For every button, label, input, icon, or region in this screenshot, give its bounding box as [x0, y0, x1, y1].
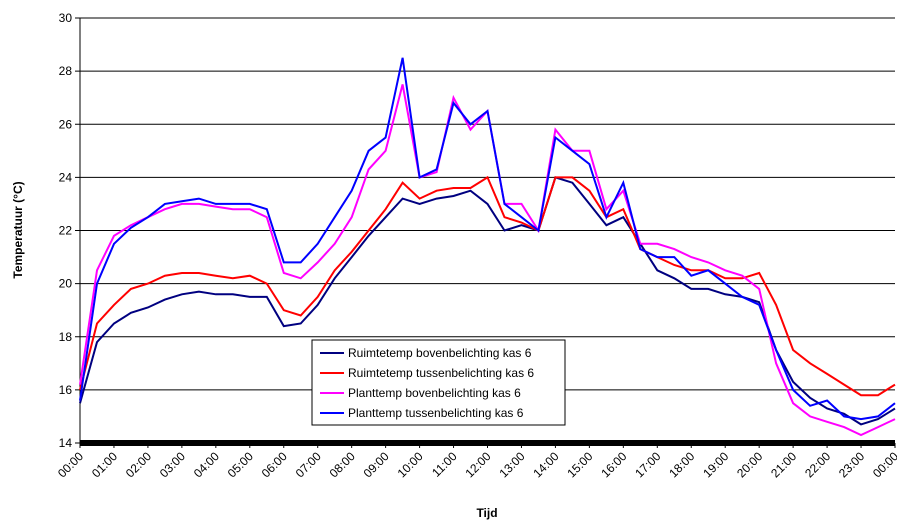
x-tick-label: 13:00 [496, 449, 527, 480]
legend-label: Planttemp bovenbelichting kas 6 [348, 386, 521, 400]
y-tick-label: 28 [59, 64, 73, 78]
x-tick-label: 21:00 [768, 449, 799, 480]
x-tick-label: 23:00 [836, 449, 867, 480]
legend-label: Ruimtetemp tussenbelichting kas 6 [348, 366, 534, 380]
x-tick-label: 00:00 [55, 449, 86, 480]
y-tick-label: 16 [59, 383, 73, 397]
x-tick-label: 19:00 [700, 449, 731, 480]
x-tick-label: 20:00 [734, 449, 765, 480]
x-tick-label: 07:00 [293, 449, 324, 480]
x-tick-label: 02:00 [123, 449, 154, 480]
y-tick-label: 30 [59, 11, 73, 25]
x-tick-label: 17:00 [632, 449, 663, 480]
legend-box [311, 339, 566, 426]
x-tick-label: 05:00 [225, 449, 256, 480]
x-tick-label: 10:00 [395, 449, 426, 480]
y-tick-label: 22 [59, 224, 73, 238]
series-line [79, 57, 896, 421]
x-tick-label: 16:00 [598, 449, 629, 480]
series-line [79, 176, 896, 426]
series-line [79, 175, 896, 397]
x-tick-label: 09:00 [361, 449, 392, 480]
legend-label: Ruimtetemp bovenbelichting kas 6 [348, 346, 532, 360]
x-tick-label: 04:00 [191, 449, 222, 480]
y-tick-label: 14 [59, 436, 73, 450]
x-tick-label: 08:00 [327, 449, 358, 480]
x-tick-label: 01:00 [89, 449, 120, 480]
x-tick-label: 06:00 [259, 449, 290, 480]
x-tick-label: 14:00 [530, 449, 561, 480]
legend-label: Planttemp tussenbelichting kas 6 [348, 406, 524, 420]
x-axis-label: Tijd [476, 506, 497, 520]
x-tick-label: 00:00 [870, 449, 897, 480]
y-axis-label: Temperatuur (°C) [11, 181, 25, 278]
x-tick-label: 11:00 [429, 449, 460, 480]
x-tick-label: 12:00 [462, 449, 493, 480]
x-tick-label: 03:00 [157, 449, 188, 480]
y-tick-label: 20 [59, 277, 73, 291]
y-tick-label: 26 [59, 117, 73, 131]
x-tick-label: 18:00 [666, 449, 697, 480]
y-tick-label: 18 [59, 330, 73, 344]
x-tick-label: 22:00 [802, 449, 833, 480]
y-tick-label: 24 [59, 170, 73, 184]
x-tick-label: 15:00 [564, 449, 595, 480]
